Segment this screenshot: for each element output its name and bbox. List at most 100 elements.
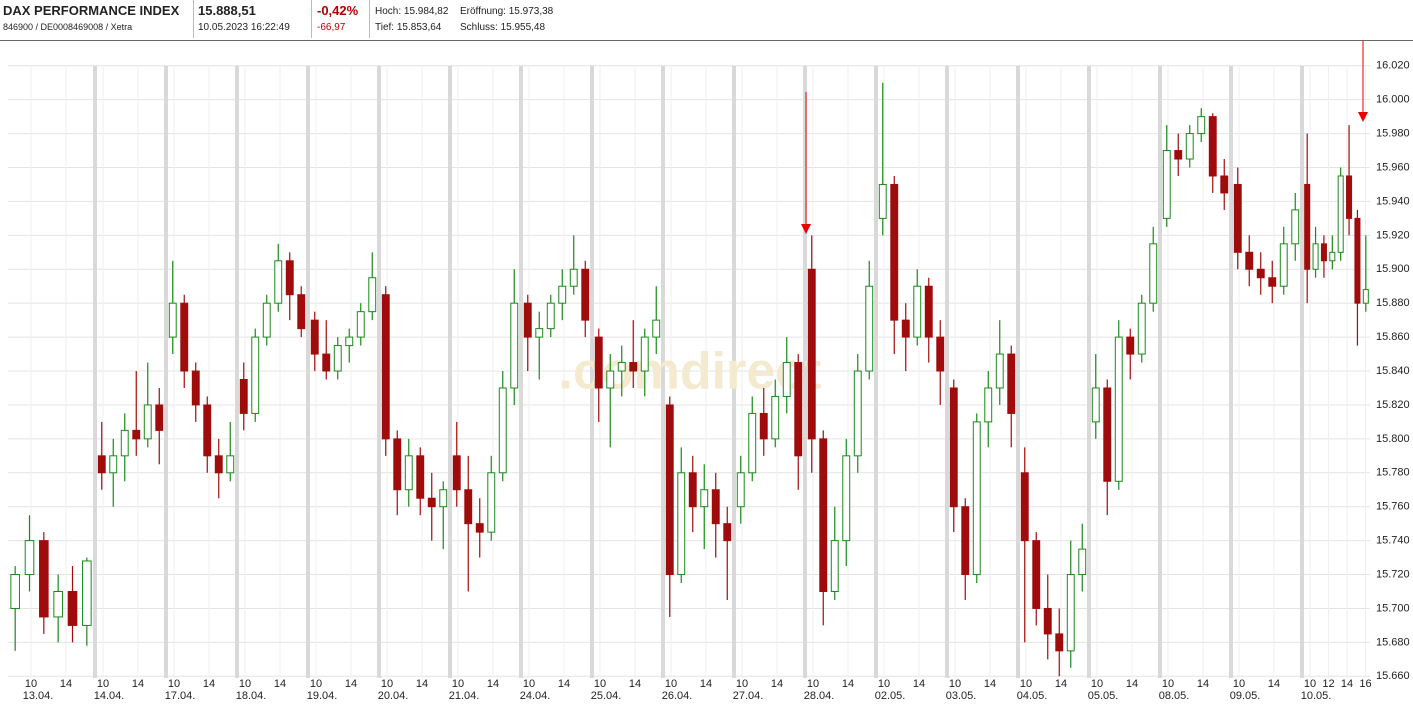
candle-body bbox=[594, 336, 603, 389]
y-tick-label: 15.760 bbox=[1376, 501, 1410, 513]
day-separator bbox=[732, 66, 736, 678]
y-tick-label: 15.880 bbox=[1376, 297, 1410, 309]
candle-body bbox=[191, 370, 200, 406]
x-tick-label: 10 bbox=[523, 678, 535, 690]
candle-body bbox=[1032, 540, 1041, 609]
x-date-label: 20.04. bbox=[378, 690, 409, 702]
candle-body bbox=[807, 268, 816, 440]
candle-body bbox=[1291, 209, 1300, 245]
x-tick-label: 10 bbox=[1091, 678, 1103, 690]
candle-body bbox=[606, 370, 615, 389]
candle-body bbox=[535, 328, 544, 338]
x-tick-label: 10 bbox=[1162, 678, 1174, 690]
day-separator bbox=[1229, 66, 1233, 678]
candle-body bbox=[1185, 133, 1194, 160]
y-tick-label: 15.700 bbox=[1376, 602, 1410, 614]
x-tick-label: 14 bbox=[1126, 678, 1138, 690]
y-tick-label: 15.900 bbox=[1376, 263, 1410, 275]
candle-body bbox=[842, 455, 851, 542]
x-tick-label: 10 bbox=[878, 678, 890, 690]
candle-body bbox=[652, 319, 661, 338]
candle-body bbox=[297, 294, 306, 330]
y-tick-label: 15.740 bbox=[1376, 535, 1410, 547]
separator bbox=[311, 0, 312, 38]
candle-body bbox=[546, 302, 555, 330]
day-separator bbox=[1087, 66, 1091, 678]
y-tick-label: 15.860 bbox=[1376, 331, 1410, 343]
x-tick-label: 10 bbox=[452, 678, 464, 690]
x-tick-label: 14 bbox=[558, 678, 570, 690]
change-pct: -0,42% bbox=[317, 3, 359, 18]
candle-body bbox=[995, 353, 1004, 389]
candle-body bbox=[285, 260, 294, 296]
day-separator bbox=[661, 66, 665, 678]
candle-body bbox=[569, 268, 578, 287]
candle-body bbox=[251, 336, 260, 414]
candle-body bbox=[1256, 268, 1265, 279]
y-tick-label: 15.920 bbox=[1376, 229, 1410, 241]
candle-body bbox=[1329, 251, 1336, 262]
candle-body bbox=[404, 455, 413, 491]
close: Schluss: 15.955,48 bbox=[460, 22, 546, 33]
x-tick-label: 14 bbox=[1268, 678, 1280, 690]
candle-body bbox=[1197, 116, 1206, 135]
day-separator bbox=[1158, 66, 1162, 678]
x-date-label: 08.05. bbox=[1159, 690, 1190, 702]
candle-body bbox=[1020, 472, 1029, 542]
x-date-label: 04.05. bbox=[1017, 690, 1048, 702]
candle-body bbox=[1346, 175, 1353, 219]
y-tick-label: 15.840 bbox=[1376, 365, 1410, 377]
x-tick-label: 14 bbox=[771, 678, 783, 690]
candle-body bbox=[10, 574, 20, 609]
x-tick-label: 14 bbox=[1055, 678, 1067, 690]
candle-body bbox=[143, 404, 152, 440]
separator bbox=[193, 0, 194, 38]
annotation-arrowhead bbox=[801, 224, 811, 234]
x-date-label: 18.04. bbox=[236, 690, 267, 702]
x-date-label: 10.05. bbox=[1301, 690, 1332, 702]
candle-body bbox=[665, 404, 674, 576]
candle-body bbox=[878, 183, 887, 219]
candle-body bbox=[510, 302, 519, 389]
candle-body bbox=[109, 455, 118, 474]
candle-body bbox=[961, 506, 970, 576]
x-tick-label: 10 bbox=[736, 678, 748, 690]
y-tick-label: 15.660 bbox=[1376, 670, 1410, 682]
candle-body bbox=[452, 455, 461, 491]
y-tick-label: 15.720 bbox=[1376, 568, 1410, 580]
x-date-label: 05.05. bbox=[1088, 690, 1119, 702]
candle-body bbox=[226, 455, 235, 474]
x-date-label: 26.04. bbox=[662, 690, 693, 702]
candle-body bbox=[333, 345, 342, 372]
x-tick-label: 14 bbox=[842, 678, 854, 690]
axis-labels: 15.660 15.680 15.700 15.720 15.740 15.760 15.7… bbox=[23, 60, 1410, 702]
candle-body bbox=[274, 260, 283, 304]
candle-body bbox=[475, 523, 484, 533]
y-tick-label: 16.000 bbox=[1376, 94, 1410, 106]
day-separator bbox=[590, 66, 594, 678]
x-tick-label: 10 bbox=[665, 678, 677, 690]
x-tick-label: 10 bbox=[1020, 678, 1032, 690]
candle-body bbox=[53, 591, 63, 618]
candle-body bbox=[1007, 353, 1016, 414]
day-separator bbox=[448, 66, 452, 678]
candle-body bbox=[1055, 633, 1064, 652]
candle-body bbox=[523, 302, 532, 338]
candle-body bbox=[1174, 150, 1183, 160]
grid bbox=[8, 65, 1370, 678]
candle-body bbox=[427, 497, 436, 508]
x-date-label: 24.04. bbox=[520, 690, 551, 702]
x-tick-label: 14 bbox=[416, 678, 428, 690]
candle-body bbox=[67, 591, 78, 626]
x-tick-label: 10 bbox=[97, 678, 109, 690]
candle-body bbox=[782, 362, 791, 397]
candle-body bbox=[1043, 607, 1052, 635]
candle-body bbox=[949, 387, 958, 508]
candle-body bbox=[711, 489, 720, 525]
candle-body bbox=[890, 183, 899, 321]
timestamp: 10.05.2023 16:22:49 bbox=[198, 22, 290, 33]
candle-body bbox=[830, 540, 839, 593]
y-tick-label: 15.800 bbox=[1376, 433, 1410, 445]
x-date-label: 21.04. bbox=[449, 690, 480, 702]
high: Hoch: 15.984,82 bbox=[375, 6, 449, 17]
